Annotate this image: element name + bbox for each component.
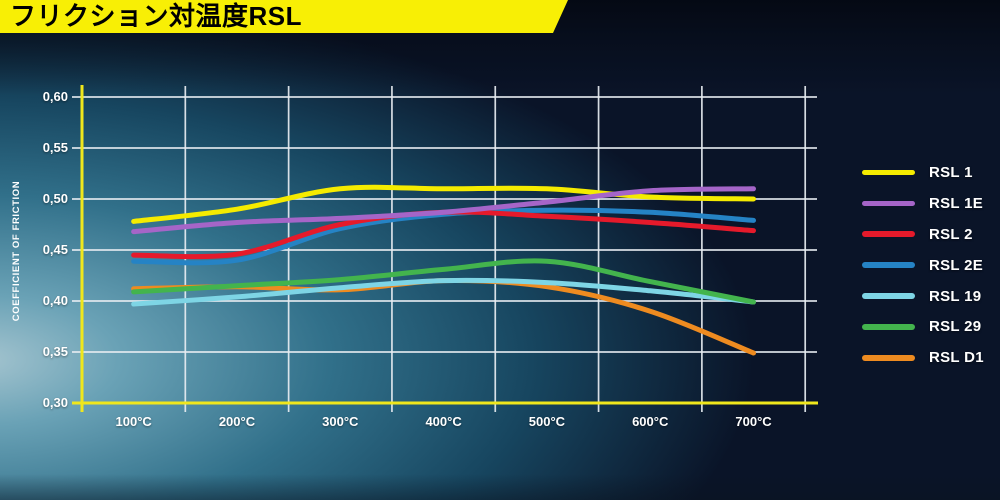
y-tick-label: 0,60 [42, 89, 68, 104]
y-tick-label: 0,55 [42, 140, 68, 155]
legend-item-rsl-1: RSL 1 [862, 157, 984, 188]
x-tick-label: 600°C [632, 414, 669, 429]
x-tick-label: 400°C [425, 414, 462, 429]
legend-swatch-rsl-29 [862, 324, 915, 330]
series-line-rsl-1 [131, 184, 756, 224]
title-banner: フリクション対温度RSL [0, 0, 568, 33]
x-tick-label: 500°C [528, 414, 566, 429]
legend-swatch-rsl-1e [862, 200, 915, 207]
chart-legend: RSL 1 RSL 1E RSL 2 RSL 2E RSL 19 RSL 29 RSL D1 [862, 157, 984, 373]
legend-label: RSL 19 [929, 287, 982, 305]
y-tick-label: 0,30 [42, 395, 68, 410]
series-line-rsl-29 [131, 258, 756, 305]
y-tick-label: 0,45 [42, 242, 68, 257]
legend-swatch-rsl-2 [862, 231, 915, 237]
y-tick-label: 0,40 [42, 293, 68, 308]
legend-swatch-rsl-1 [862, 169, 915, 176]
y-tick-label: 0,50 [42, 191, 68, 206]
legend-item-rsl-2e: RSL 2E [862, 250, 984, 281]
series-line-rsl-19 [131, 277, 756, 307]
legend-item-rsl-19: RSL 19 [862, 281, 984, 312]
legend-label: RSL 29 [929, 318, 982, 336]
x-tick-label: 300°C [322, 414, 359, 429]
x-tick-label: 700°C [735, 414, 772, 429]
legend-item-rsl-29: RSL 29 [862, 311, 984, 342]
legend-swatch-rsl-19 [862, 293, 915, 299]
legend-swatch-rsl-2e [862, 262, 915, 268]
page-title: フリクション対温度RSL [10, 1, 303, 31]
legend-label: RSL 1 [929, 163, 973, 181]
legend-label: RSL D1 [929, 349, 984, 367]
legend-item-rsl-d1: RSL D1 [862, 342, 984, 373]
legend-swatch-rsl-d1 [862, 355, 915, 361]
legend-label: RSL 1E [929, 194, 984, 212]
legend-item-rsl-2: RSL 2 [862, 219, 984, 250]
series-line-rsl-1e [131, 186, 756, 235]
legend-label: RSL 2 [929, 225, 973, 243]
legend-label: RSL 2E [929, 256, 984, 274]
legend-item-rsl-1e: RSL 1E [862, 188, 984, 219]
x-tick-label: 200°C [218, 414, 256, 429]
x-tick-label: 100°C [115, 414, 152, 429]
y-tick-label: 0,35 [42, 344, 68, 359]
